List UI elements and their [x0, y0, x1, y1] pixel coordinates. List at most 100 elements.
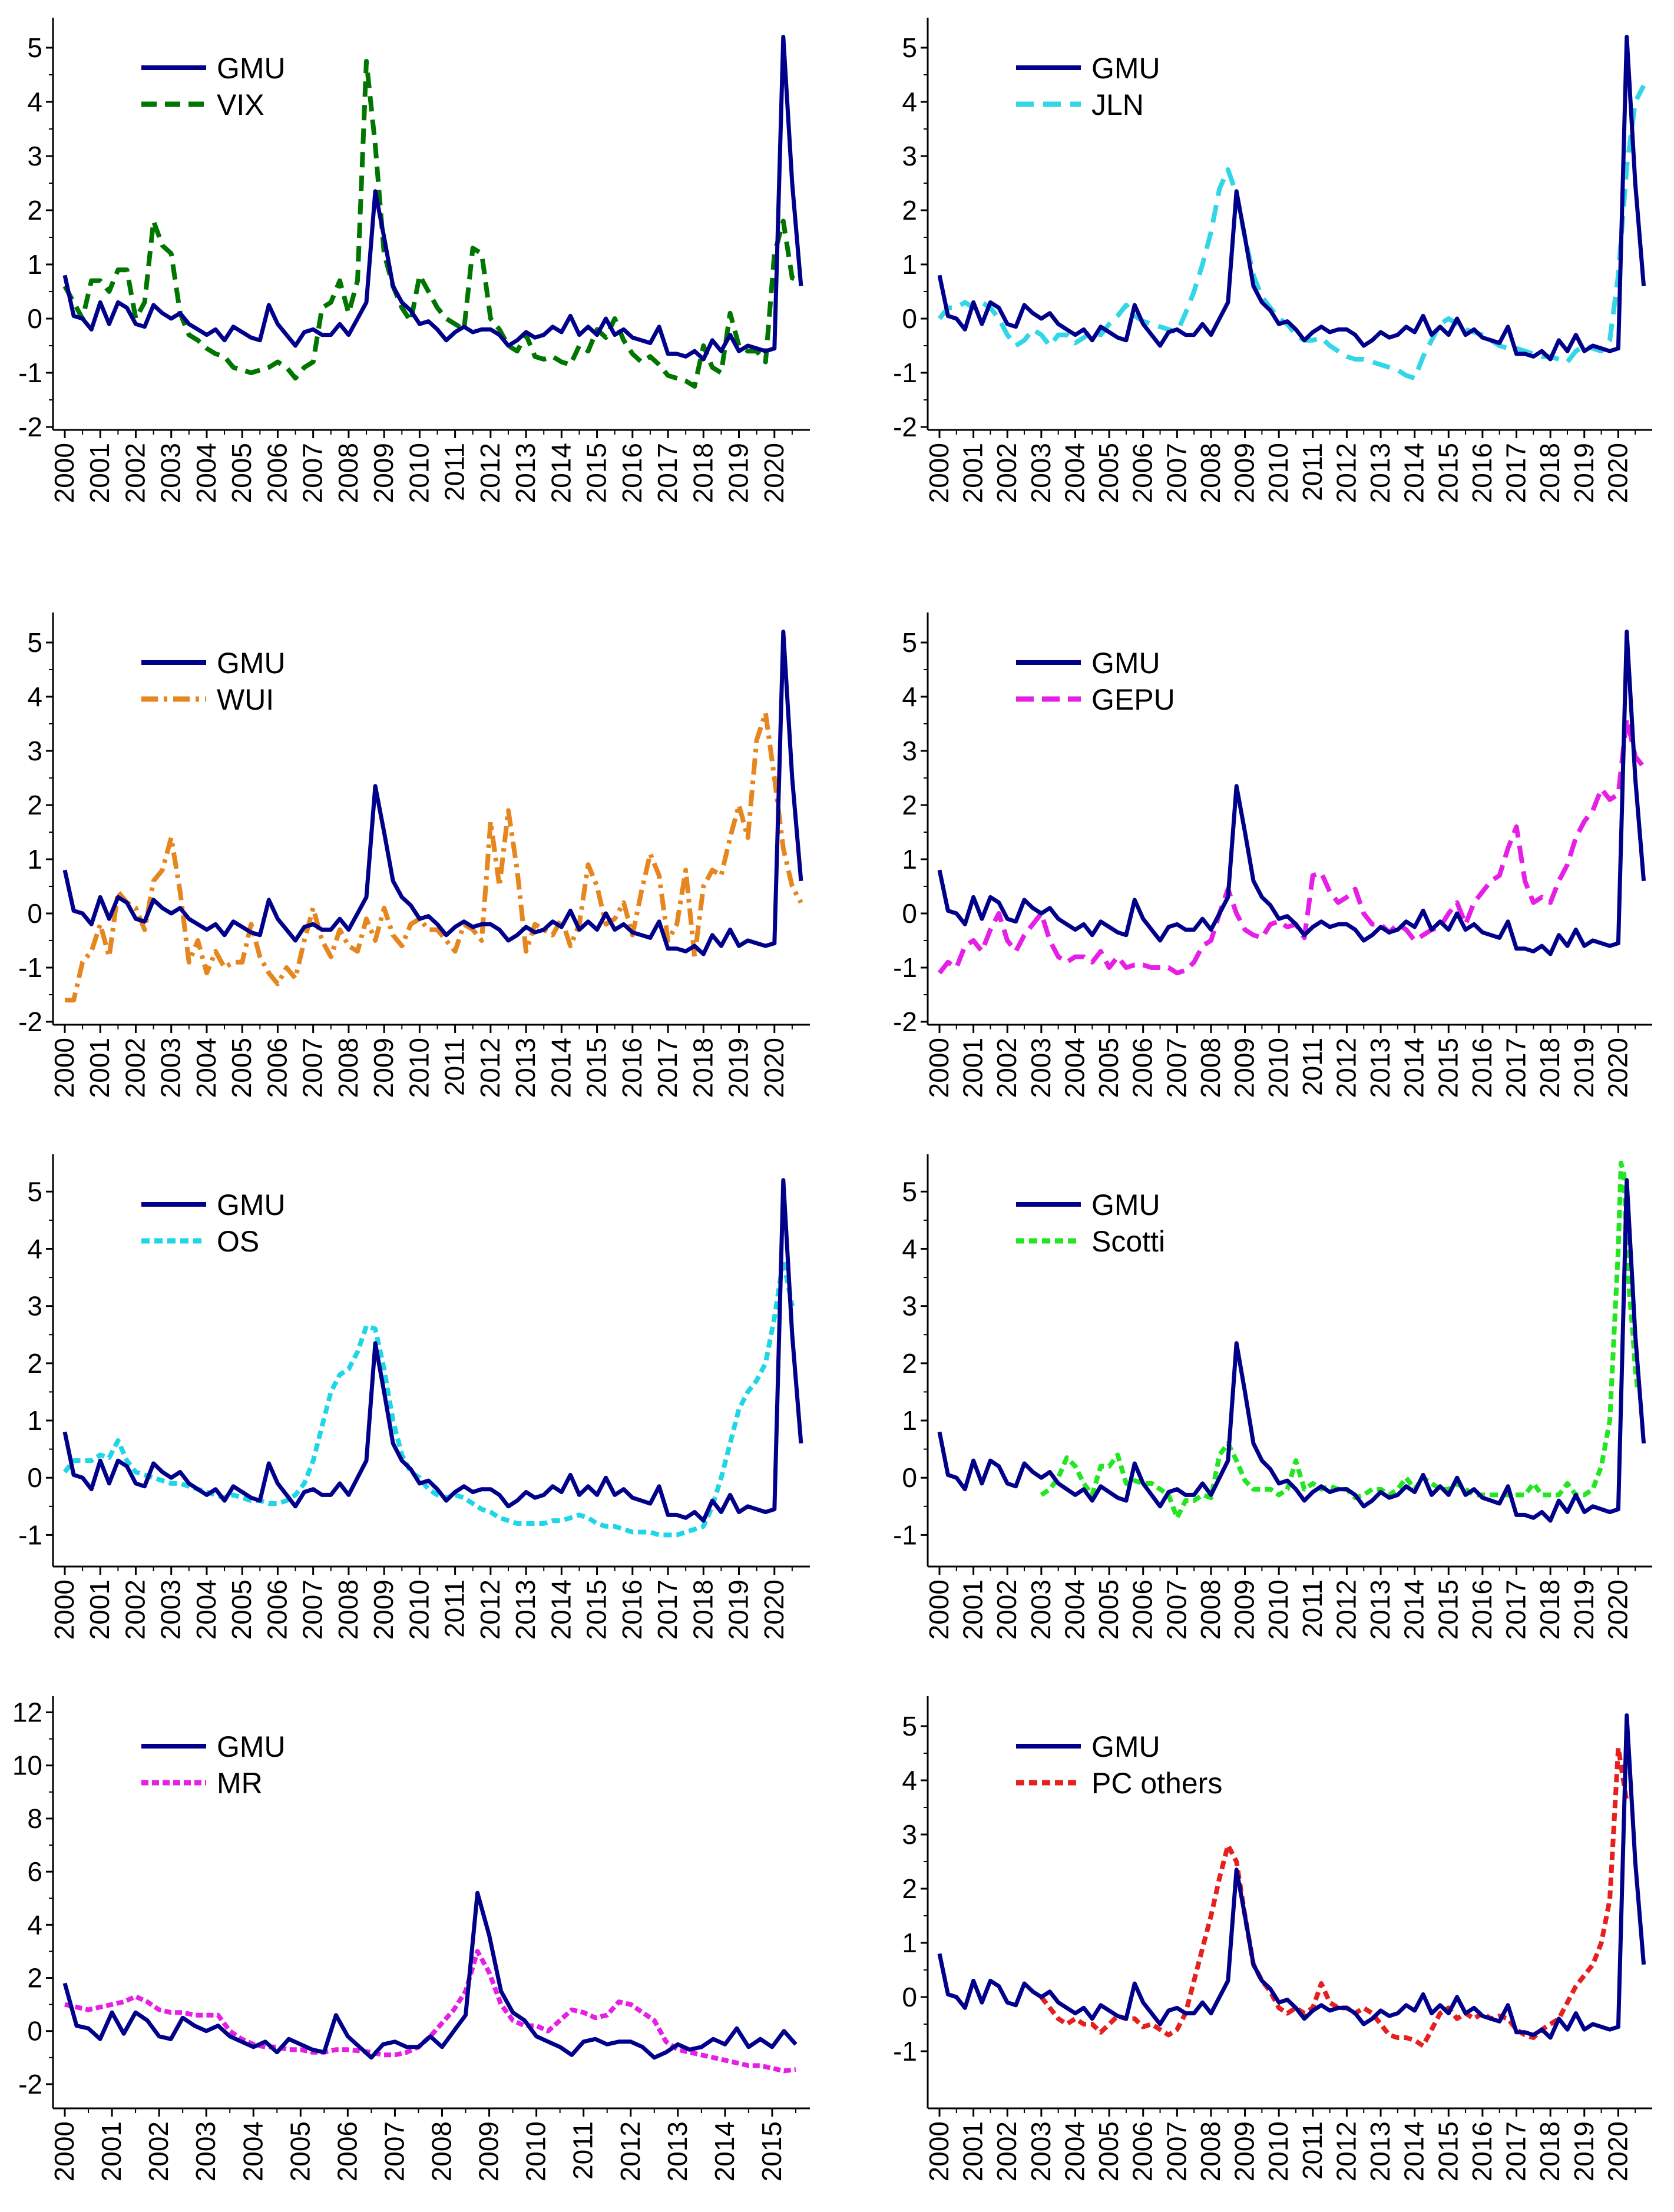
x-tick-label: 2017 — [1501, 2121, 1531, 2181]
x-tick-label: 2006 — [332, 2121, 362, 2181]
x-tick-label: 2012 — [475, 443, 505, 503]
x-tick-label: 2010 — [403, 443, 434, 503]
x-tick-label: 2011 — [439, 1579, 470, 1638]
x-tick-label: 2011 — [1297, 2121, 1328, 2180]
x-tick-label: 2020 — [759, 443, 789, 503]
legend-label: MR — [217, 1767, 263, 1800]
chart-panel-5: -1 0 1 2 3 4 5 2000 2001 2002 2003 2004 2005 2006 2007… — [18, 1154, 810, 1640]
y-tick-label: 5 — [27, 32, 42, 63]
x-tick-label: 2014 — [1399, 443, 1430, 503]
y-tick-label: 3 — [27, 141, 42, 171]
chart-panel-7: -2 0 2 4 6 8 10 12 2000 2001 2002 2003 2004 2005 2006 2… — [12, 1696, 810, 2181]
x-tick-label: 2003 — [156, 1579, 186, 1640]
y-tick-label: 5 — [902, 1711, 917, 1741]
x-tick-label: 2004 — [1059, 1038, 1090, 1098]
x-tick-label: 2009 — [368, 1038, 399, 1098]
x-tick-label: 2013 — [662, 2121, 693, 2181]
x-tick-label: 2007 — [297, 1038, 328, 1098]
x-tick-label: 2010 — [1263, 2121, 1293, 2181]
x-tick-label: 2015 — [1433, 2121, 1463, 2181]
chart-panel-6: -1 0 1 2 3 4 5 2000 2001 2002 2003 2004 2005 2006 2007… — [893, 1154, 1652, 1640]
y-tick-label: 0 — [27, 2016, 42, 2047]
x-tick-label: 2006 — [1127, 1038, 1158, 1098]
x-tick-label: 2016 — [1467, 1038, 1497, 1098]
series-line-gmu — [937, 1178, 1646, 1523]
x-tick-label: 2003 — [1025, 443, 1056, 503]
series-line-gmu — [62, 35, 803, 362]
x-tick-label: 2008 — [1195, 443, 1226, 503]
y-tick-label: 2 — [902, 195, 917, 226]
x-tick-label: 2003 — [1025, 2121, 1056, 2181]
x-tick-label: 2005 — [226, 443, 257, 503]
y-tick-label: 4 — [902, 1233, 917, 1264]
x-tick-label: 2001 — [958, 2121, 988, 2181]
x-tick-label: 2013 — [510, 1038, 541, 1098]
legend-label: VIX — [217, 88, 264, 121]
x-tick-label: 2011 — [439, 443, 470, 501]
y-tick-label: 0 — [902, 1982, 917, 2012]
x-tick-label: 2016 — [617, 1038, 647, 1098]
x-tick-label: 2013 — [510, 443, 541, 503]
x-tick-label: 2017 — [652, 1579, 683, 1640]
x-tick-label: 2018 — [1534, 1038, 1565, 1098]
x-tick-label: 2005 — [226, 1579, 257, 1640]
x-tick-label: 2001 — [84, 443, 115, 503]
x-tick-label: 2004 — [191, 1038, 221, 1098]
x-tick-label: 2001 — [96, 2121, 127, 2181]
x-tick-label: 2008 — [426, 2121, 457, 2181]
x-tick-label: 2004 — [237, 2121, 268, 2181]
x-tick-label: 2007 — [1161, 1038, 1192, 1098]
x-tick-label: 2012 — [1331, 1579, 1361, 1640]
y-tick-label: 3 — [902, 141, 917, 171]
y-tick-label: 4 — [27, 1909, 42, 1940]
series-line-wui — [65, 710, 803, 1003]
x-tick-label: 2007 — [379, 2121, 409, 2181]
x-tick-label: 2004 — [191, 1579, 221, 1640]
series-line-gmu — [937, 35, 1646, 362]
x-tick-label: 2018 — [687, 443, 718, 503]
x-tick-label: 2011 — [568, 2121, 598, 2180]
y-tick-label: 3 — [27, 1291, 42, 1322]
legend-label: GMU — [1091, 1730, 1160, 1763]
x-tick-label: 2003 — [156, 443, 186, 503]
x-tick-label: 2008 — [1195, 1579, 1226, 1640]
x-tick-label: 2018 — [1534, 2121, 1565, 2181]
y-tick-label: 2 — [27, 1963, 42, 1994]
x-tick-label: 2001 — [958, 1579, 988, 1640]
x-tick-label: 2002 — [991, 2121, 1022, 2181]
x-tick-label: 2005 — [284, 2121, 315, 2181]
x-tick-label: 2019 — [723, 443, 754, 503]
x-tick-label: 2009 — [1229, 1579, 1260, 1640]
x-tick-label: 2000 — [49, 443, 80, 503]
x-tick-label: 2020 — [1602, 1038, 1633, 1098]
x-tick-label: 2007 — [1161, 1579, 1192, 1640]
x-tick-label: 2009 — [368, 443, 399, 503]
x-tick-label: 2000 — [924, 2121, 954, 2181]
legend-label: GMU — [1091, 1188, 1160, 1221]
legend-label: GEPU — [1091, 683, 1175, 716]
x-tick-label: 2013 — [1365, 1579, 1395, 1640]
x-tick-label: 2014 — [545, 1038, 576, 1098]
x-tick-label: 2015 — [1433, 1579, 1463, 1640]
x-tick-label: 2004 — [1059, 443, 1090, 503]
x-tick-label: 2007 — [1161, 2121, 1192, 2181]
y-tick-label: -1 — [893, 357, 917, 388]
x-tick-label: 2000 — [49, 1579, 80, 1640]
x-tick-label: 2015 — [581, 443, 612, 503]
x-tick-label: 2008 — [333, 443, 363, 503]
x-tick-label: 2012 — [1331, 1038, 1361, 1098]
x-tick-label: 2009 — [1229, 443, 1260, 503]
y-tick-label: -1 — [18, 357, 42, 388]
y-tick-label: 1 — [902, 1928, 917, 1958]
chart-panel-8: -1 0 1 2 3 4 5 2000 2001 2002 2003 2004 2005 2006 2007… — [893, 1696, 1652, 2181]
series-line-gmu — [937, 1713, 1646, 2040]
y-tick-label: 2 — [27, 1348, 42, 1379]
x-tick-label: 2009 — [474, 2121, 504, 2181]
series-line-gmu — [62, 1890, 798, 2060]
y-tick-label: 5 — [27, 627, 42, 658]
x-tick-label: 2018 — [687, 1038, 718, 1098]
